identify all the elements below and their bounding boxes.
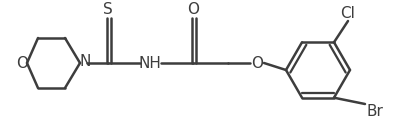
Text: S: S — [103, 2, 113, 18]
Text: O: O — [187, 2, 199, 18]
Text: Br: Br — [366, 104, 384, 120]
Text: NH: NH — [138, 55, 162, 70]
Text: N: N — [79, 55, 91, 69]
Text: O: O — [251, 55, 263, 70]
Text: O: O — [16, 55, 28, 70]
Text: Cl: Cl — [340, 5, 356, 21]
